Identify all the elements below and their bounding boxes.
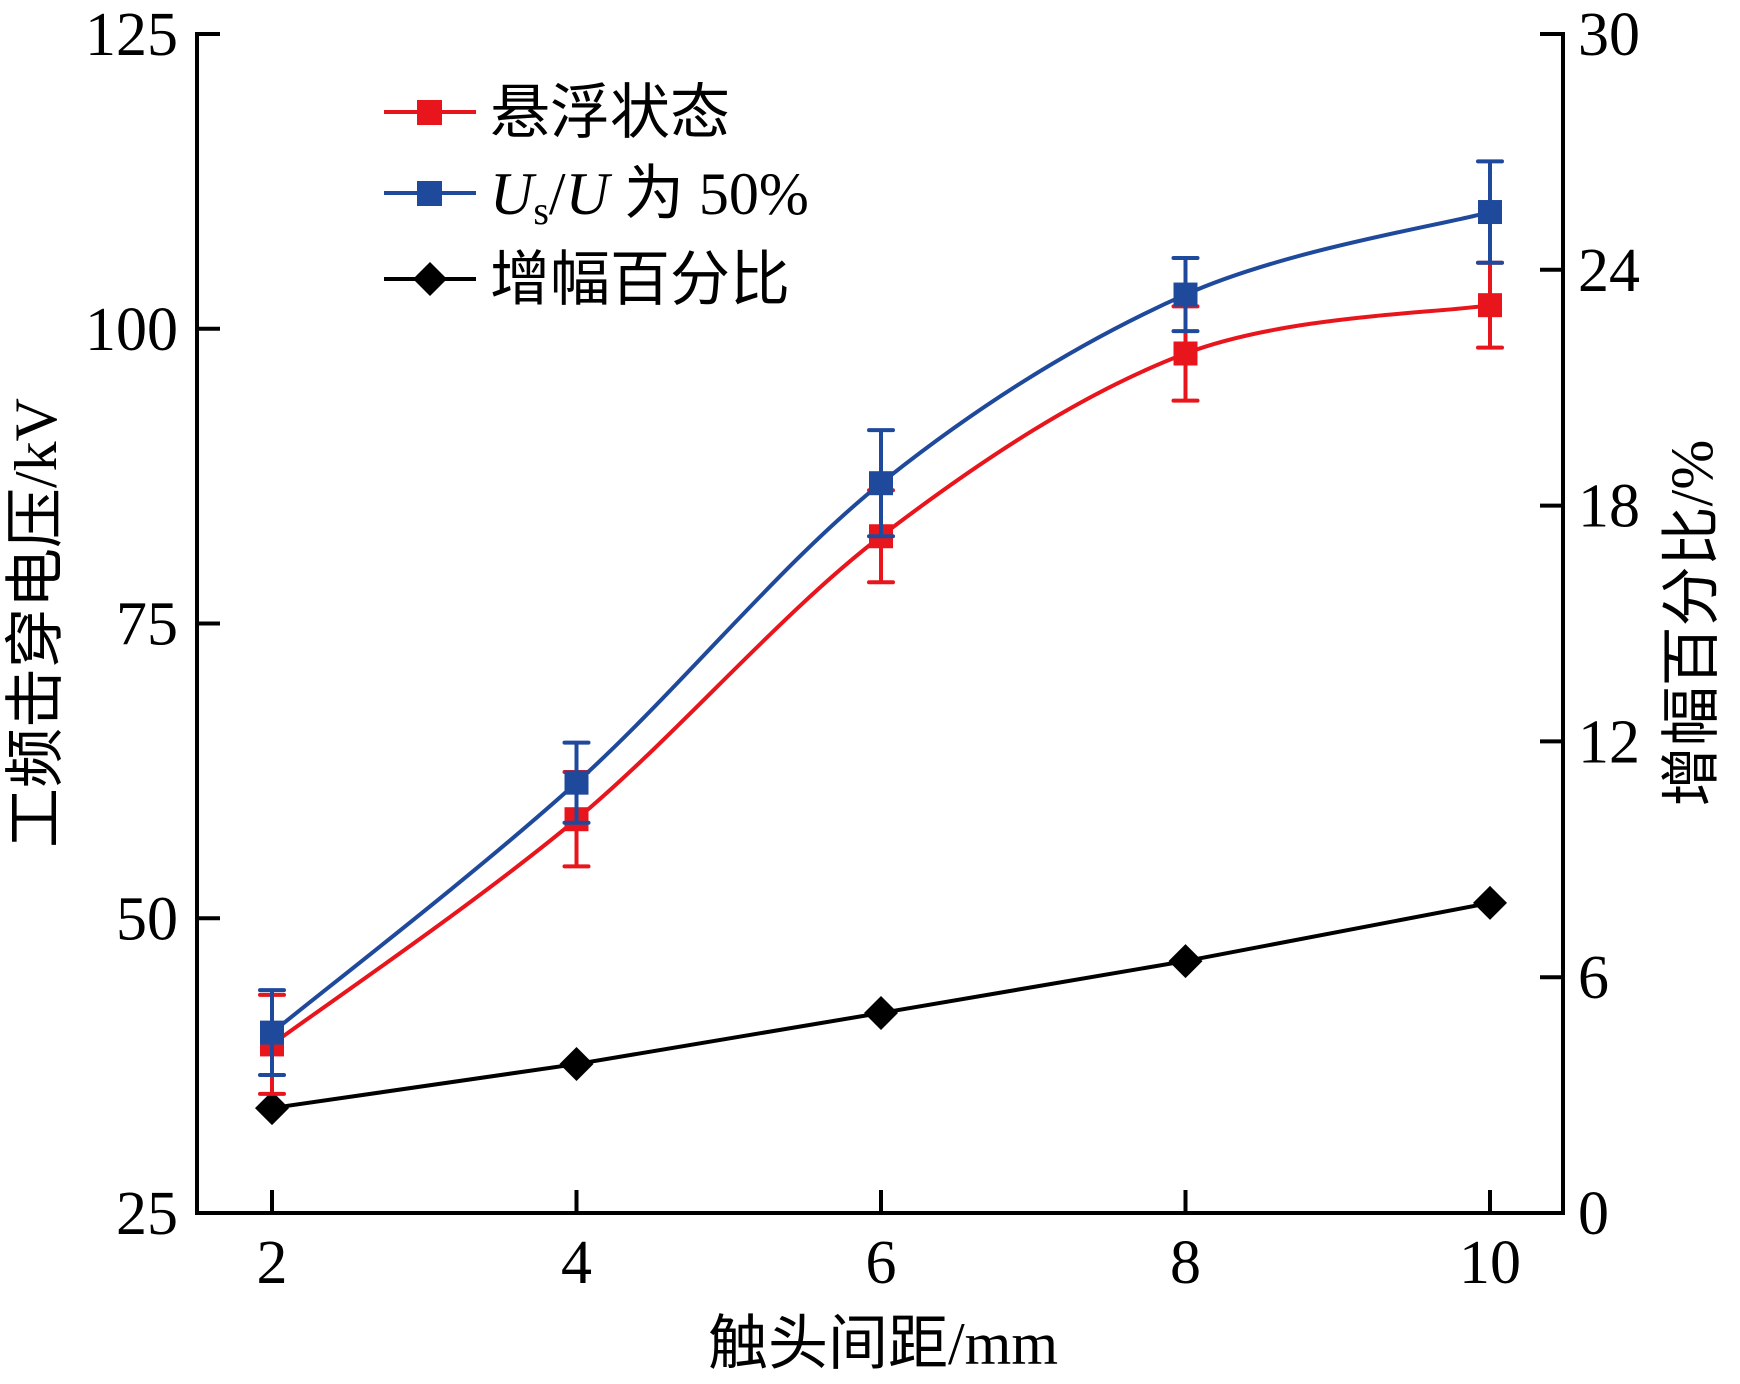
data-point-square — [1478, 293, 1502, 318]
data-point-square — [564, 770, 589, 795]
y2-tick-label: 18 — [1578, 473, 1640, 541]
data-point-square — [1478, 200, 1502, 225]
x-axis-title: 触头间距/mm — [708, 1311, 1058, 1377]
legend-label-us-u-50: Us/U 为 50% — [490, 161, 809, 233]
data-point-square — [869, 471, 893, 496]
y2-axis-title: 增幅百分比/% — [1659, 440, 1725, 807]
data-point-diamond — [1168, 944, 1203, 979]
x-tick-label: 2 — [257, 1229, 288, 1297]
legend-item-increase-percentage: 增幅百分比 — [384, 247, 790, 313]
data-point-square — [260, 1020, 284, 1045]
x-tick-label: 8 — [1170, 1229, 1201, 1297]
x-tick-label: 10 — [1459, 1229, 1521, 1297]
series-line — [270, 303, 1491, 1047]
legend-label-subscript-s: s — [533, 188, 549, 233]
y2-tick-label: 6 — [1578, 944, 1609, 1012]
series-floating — [258, 260, 1504, 1096]
y-tick-label: 25 — [116, 1180, 178, 1248]
y2-ticks: 0 6 12 18 24 30 — [1540, 1, 1640, 1248]
legend-marker-red-square — [417, 100, 442, 125]
series-us-u-50 — [258, 159, 1504, 1078]
legend-label-floating: 悬浮状态 — [490, 80, 730, 146]
y2-tick-label: 30 — [1578, 1, 1640, 69]
data-point-square — [1173, 341, 1198, 366]
data-point-diamond — [1473, 885, 1507, 920]
y-tick-label: 75 — [116, 591, 178, 659]
data-point-diamond — [559, 1047, 594, 1082]
data-point-square — [1173, 282, 1198, 307]
legend-marker-black-diamond — [413, 262, 447, 296]
legend-item-us-u-50: Us/U 为 50% — [384, 161, 809, 233]
legend-marker-blue-square — [417, 181, 442, 206]
legend: 悬浮状态 Us/U 为 50% 增幅百分比 — [384, 80, 809, 313]
y2-tick-label: 12 — [1578, 708, 1640, 776]
y-ticks: 25 50 75 100 125 — [85, 1, 220, 1248]
series-layer — [255, 159, 1507, 1126]
data-point-diamond — [864, 995, 898, 1030]
legend-label-u: U — [490, 161, 537, 227]
y-axis-title: 工频击穿电压/kV — [3, 398, 69, 848]
y-tick-label: 50 — [116, 885, 178, 953]
data-point-diamond — [255, 1091, 289, 1126]
legend-label-slash: / — [549, 161, 566, 227]
y-tick-label: 125 — [85, 1, 178, 69]
axes — [195, 32, 1565, 1215]
legend-label-increase-percentage: 增幅百分比 — [490, 247, 790, 313]
y2-tick-label: 0 — [1578, 1180, 1609, 1248]
y2-tick-label: 24 — [1578, 237, 1640, 305]
series-increase-percentage — [255, 885, 1507, 1126]
legend-label-rest: 为 50% — [609, 161, 809, 227]
x-ticks: 2 4 6 8 10 — [257, 1190, 1521, 1297]
x-tick-label: 6 — [866, 1229, 897, 1297]
legend-item-floating: 悬浮状态 — [384, 80, 730, 146]
series-line — [270, 210, 1491, 1035]
y-tick-label: 100 — [85, 296, 178, 364]
x-tick-label: 4 — [561, 1229, 592, 1297]
legend-label-u2: U — [566, 161, 613, 227]
